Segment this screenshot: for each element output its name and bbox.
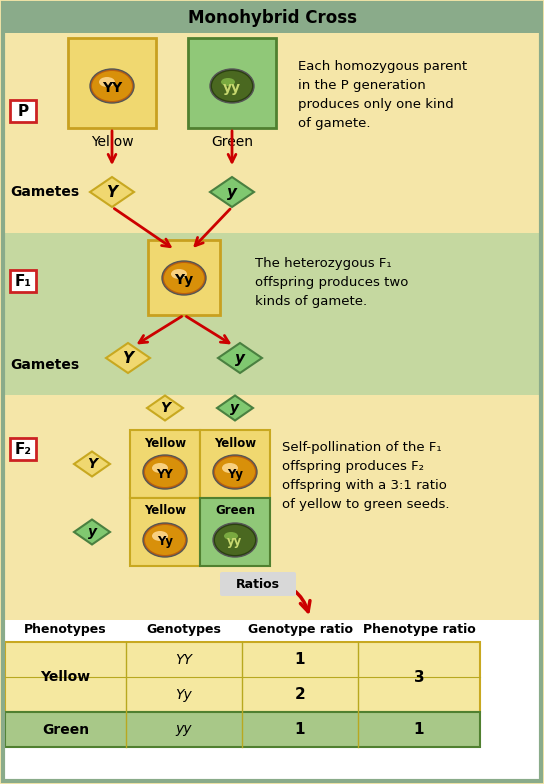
Bar: [200, 498, 270, 566]
Text: 1: 1: [295, 722, 305, 737]
Text: Yellow: Yellow: [91, 135, 133, 149]
Polygon shape: [210, 177, 254, 207]
Text: Genotypes: Genotypes: [146, 623, 221, 637]
Text: Phenotype ratio: Phenotype ratio: [363, 623, 475, 637]
Polygon shape: [106, 343, 150, 373]
Ellipse shape: [99, 77, 115, 87]
Ellipse shape: [162, 261, 206, 295]
Text: F₂: F₂: [15, 441, 32, 456]
Text: The heterozygous F₁
offspring produces two
kinds of gamete.: The heterozygous F₁ offspring produces t…: [255, 256, 409, 307]
Bar: [3, 3, 541, 33]
Text: YY: YY: [157, 467, 174, 481]
Text: Yellow: Yellow: [144, 504, 186, 517]
Polygon shape: [90, 177, 134, 207]
Ellipse shape: [152, 531, 168, 541]
Text: y: y: [231, 401, 239, 415]
Text: Green: Green: [211, 135, 253, 149]
Text: 1: 1: [295, 652, 305, 667]
Ellipse shape: [213, 523, 257, 557]
Polygon shape: [74, 452, 110, 477]
Text: F₁: F₁: [15, 274, 32, 289]
Polygon shape: [147, 395, 183, 420]
Text: yy: yy: [227, 535, 243, 549]
Text: 2: 2: [295, 687, 305, 702]
Bar: [3, 620, 541, 781]
Bar: [3, 33, 541, 233]
Text: Yellow: Yellow: [214, 437, 256, 449]
Bar: [188, 38, 276, 128]
Text: 1: 1: [414, 722, 424, 737]
Ellipse shape: [164, 263, 204, 293]
Text: Ratios: Ratios: [236, 578, 280, 590]
Text: Y: Y: [87, 457, 97, 471]
Text: Gametes: Gametes: [10, 358, 79, 372]
Ellipse shape: [215, 457, 255, 487]
Text: P: P: [17, 103, 29, 118]
Text: Yy: Yy: [227, 467, 243, 481]
Text: Self-pollination of the F₁
offspring produces F₂
offspring with a 3:1 ratio
of y: Self-pollination of the F₁ offspring pro…: [282, 441, 449, 511]
Text: Monohybrid Cross: Monohybrid Cross: [188, 9, 356, 27]
Text: Yy: Yy: [175, 273, 194, 287]
Text: Yellow: Yellow: [40, 670, 90, 684]
Text: Y: Y: [122, 350, 133, 365]
Ellipse shape: [171, 269, 187, 279]
Ellipse shape: [143, 455, 187, 489]
Polygon shape: [217, 395, 253, 420]
Text: Genotype ratio: Genotype ratio: [248, 623, 353, 637]
Text: yy: yy: [223, 81, 241, 95]
Bar: [10, 438, 36, 460]
Bar: [148, 240, 220, 315]
Bar: [3, 395, 541, 620]
Bar: [200, 430, 270, 498]
Ellipse shape: [90, 69, 134, 103]
Ellipse shape: [143, 523, 187, 557]
Ellipse shape: [222, 463, 238, 473]
Bar: [130, 498, 200, 566]
Polygon shape: [74, 520, 110, 545]
Bar: [10, 100, 36, 122]
Ellipse shape: [213, 455, 257, 489]
Text: Y: Y: [107, 184, 118, 199]
Bar: [130, 430, 200, 498]
Bar: [5, 642, 480, 712]
Ellipse shape: [210, 69, 254, 103]
Ellipse shape: [92, 71, 132, 101]
Ellipse shape: [215, 525, 255, 555]
FancyBboxPatch shape: [220, 572, 296, 596]
Text: YY: YY: [102, 81, 122, 95]
Text: Gametes: Gametes: [10, 185, 79, 199]
Ellipse shape: [221, 78, 235, 86]
Text: Yy: Yy: [157, 535, 173, 549]
Text: YY: YY: [176, 652, 193, 666]
Bar: [3, 233, 541, 395]
Ellipse shape: [224, 532, 238, 540]
Text: Green: Green: [42, 723, 89, 736]
Ellipse shape: [212, 71, 252, 101]
Text: yy: yy: [176, 723, 192, 736]
Bar: [10, 270, 36, 292]
Text: Each homozygous parent
in the P generation
produces only one kind
of gamete.: Each homozygous parent in the P generati…: [298, 60, 467, 130]
Ellipse shape: [152, 463, 168, 473]
Bar: [68, 38, 156, 128]
Text: Yellow: Yellow: [144, 437, 186, 449]
Text: Green: Green: [215, 504, 255, 517]
Ellipse shape: [145, 525, 185, 555]
Bar: [5, 712, 480, 747]
Text: y: y: [88, 525, 96, 539]
Polygon shape: [218, 343, 262, 373]
Text: Yy: Yy: [176, 688, 193, 702]
Text: Phenotypes: Phenotypes: [24, 623, 107, 637]
Ellipse shape: [145, 457, 185, 487]
Text: y: y: [227, 184, 237, 199]
Text: Y: Y: [160, 401, 170, 415]
Text: 3: 3: [413, 670, 424, 684]
Text: y: y: [235, 350, 245, 365]
